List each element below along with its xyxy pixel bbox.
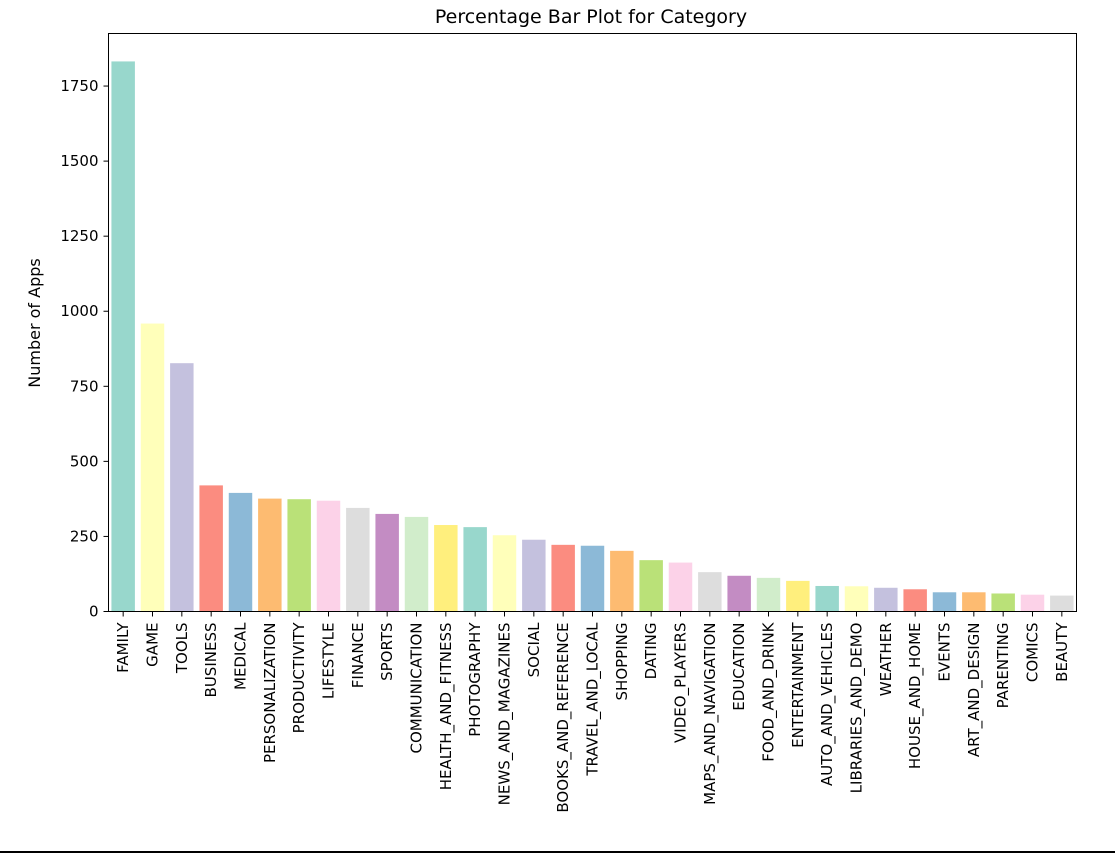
x-tick-label: HEALTH_AND_FITNESS bbox=[437, 623, 456, 791]
bar-weather bbox=[874, 587, 898, 612]
x-tick-label: GAME bbox=[144, 623, 162, 667]
x-tick-label: PRODUCTIVITY bbox=[290, 622, 308, 734]
x-tick-label: BUSINESS bbox=[202, 623, 220, 698]
x-tick-label: PARENTING bbox=[994, 623, 1012, 709]
bar-game bbox=[140, 323, 165, 612]
x-tick-label: MEDICAL bbox=[232, 622, 250, 690]
bar-education bbox=[727, 575, 751, 612]
x-tick-label: LIFESTYLE bbox=[320, 623, 338, 700]
bar-communication bbox=[404, 516, 429, 612]
x-tick-label: MAPS_AND_NAVIGATION bbox=[701, 623, 720, 805]
x-tick-label: TOOLS bbox=[173, 623, 191, 675]
y-tick-label: 250 bbox=[70, 527, 99, 545]
y-axis-label: Number of Apps bbox=[25, 258, 44, 387]
y-axis-ticks: 0 250 500 750 1000 1250 1500 1750 bbox=[60, 77, 109, 621]
y-tick-label: 0 bbox=[89, 603, 99, 621]
bar-sports bbox=[375, 513, 399, 612]
bar-beauty bbox=[1050, 595, 1074, 612]
chart-title: Percentage Bar Plot for Category bbox=[435, 6, 747, 28]
x-tick-label: EVENTS bbox=[936, 623, 954, 682]
bar-business bbox=[199, 485, 223, 612]
bar-productivity bbox=[287, 499, 311, 612]
x-tick-label: SOCIAL bbox=[525, 622, 543, 677]
bar-auto-and-vehicles bbox=[815, 585, 839, 612]
x-tick-label: LIBRARIES_AND_DEMO bbox=[848, 623, 867, 794]
y-tick-label: 1750 bbox=[60, 77, 98, 95]
bar-comics bbox=[1020, 594, 1045, 612]
x-tick-label: PERSONALIZATION bbox=[261, 623, 279, 764]
bar-events bbox=[932, 592, 957, 612]
bar-maps-and-navigation bbox=[698, 572, 722, 612]
bar-dating bbox=[639, 560, 663, 612]
x-tick-label: HOUSE_AND_HOME bbox=[906, 623, 925, 770]
x-tick-label: WEATHER bbox=[877, 623, 895, 697]
bar-libraries-and-demo bbox=[844, 586, 869, 612]
bar-entertainment bbox=[786, 580, 810, 612]
x-tick-label: AUTO_AND_VEHICLES bbox=[818, 623, 837, 787]
x-tick-label: PHOTOGRAPHY bbox=[466, 622, 484, 737]
bar-parenting bbox=[991, 593, 1015, 612]
x-tick-label: EDUCATION bbox=[730, 623, 748, 711]
bar-lifestyle bbox=[316, 500, 341, 612]
x-tick-label: ENTERTAINMENT bbox=[789, 622, 807, 748]
bar-photography bbox=[463, 527, 487, 612]
bar-shopping bbox=[610, 550, 634, 612]
y-tick-label: 1250 bbox=[60, 227, 98, 245]
x-tick-label: BOOKS_AND_REFERENCE bbox=[554, 623, 573, 813]
bar-art-and-design bbox=[962, 592, 986, 612]
x-tick-label: FOOD_AND_DRINK bbox=[760, 621, 779, 761]
bar-medical bbox=[228, 492, 253, 612]
bar-family bbox=[111, 61, 135, 612]
bottom-border-line bbox=[0, 851, 1115, 853]
bar-news-and-magazines bbox=[492, 535, 517, 612]
x-tick-label: VIDEO_PLAYERS bbox=[672, 623, 691, 743]
y-tick-label: 750 bbox=[70, 377, 99, 395]
y-tick-label: 1000 bbox=[60, 302, 98, 320]
x-tick-label: TRAVEL_AND_LOCAL bbox=[584, 622, 603, 777]
bar-health-and-fitness bbox=[434, 525, 458, 612]
bar-tools bbox=[170, 363, 194, 612]
bar-books-and-reference bbox=[551, 544, 575, 612]
x-tick-label: SHOPPING bbox=[613, 623, 631, 701]
bar-finance bbox=[346, 507, 370, 612]
bar-video-players bbox=[668, 562, 693, 612]
x-tick-label: BEAUTY bbox=[1053, 622, 1071, 682]
x-tick-label: FINANCE bbox=[349, 623, 367, 689]
x-tick-label: COMMUNICATION bbox=[408, 623, 426, 754]
bar-travel-and-local bbox=[580, 545, 605, 612]
y-tick-label: 1500 bbox=[60, 152, 98, 170]
x-tick-label: NEWS_AND_MAGAZINES bbox=[496, 623, 515, 806]
y-tick-label: 500 bbox=[70, 452, 99, 470]
plot-area-frame bbox=[108, 33, 1077, 612]
x-axis-ticks: FAMILY GAME TOOLS BUSINESS MEDICAL PERSONALIZ… bbox=[114, 611, 1071, 813]
bar-food-and-drink bbox=[756, 577, 781, 612]
x-tick-label: DATING bbox=[642, 623, 660, 680]
x-tick-label: ART_AND_DESIGN bbox=[965, 623, 984, 758]
bars-group bbox=[111, 61, 1074, 612]
x-tick-label: FAMILY bbox=[114, 622, 132, 673]
bar-house-and-home bbox=[903, 589, 927, 612]
bar-personalization bbox=[258, 498, 282, 612]
bar-social bbox=[522, 539, 546, 612]
x-tick-label: SPORTS bbox=[378, 623, 396, 681]
x-tick-label: COMICS bbox=[1024, 623, 1042, 683]
